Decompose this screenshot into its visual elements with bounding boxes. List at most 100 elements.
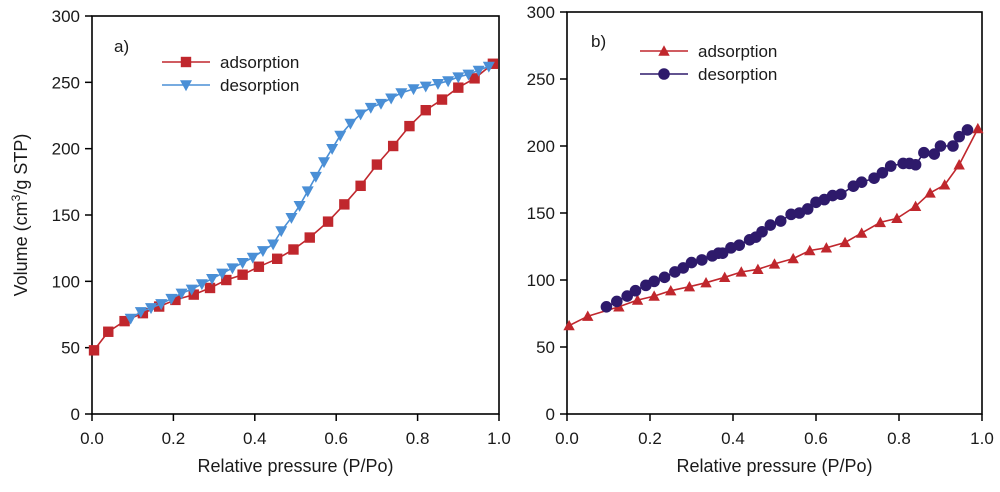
legend-item-adsorption: adsorption (162, 53, 299, 72)
data-point-desorption (462, 69, 475, 81)
legend-marker-triangle-down (180, 80, 192, 92)
data-point-desorption (385, 93, 398, 105)
y-tick-label: 100 (52, 272, 80, 291)
data-point-adsorption (683, 281, 696, 292)
data-point-adsorption (719, 271, 731, 283)
data-point-desorption (309, 171, 322, 183)
data-point-desorption (275, 226, 288, 238)
y-tick-label: 0 (71, 405, 80, 424)
data-point-adsorption (563, 319, 575, 331)
data-point-desorption (326, 143, 339, 155)
data-point-desorption (756, 225, 768, 238)
data-point-desorption (876, 167, 889, 179)
data-point-desorption (155, 299, 168, 311)
data-point-adsorption (153, 301, 165, 312)
legend-label: desorption (220, 76, 299, 95)
data-point-desorption (195, 279, 208, 291)
data-point-desorption (909, 158, 922, 171)
data-point-desorption (868, 172, 880, 184)
data-point-adsorption (469, 73, 480, 84)
panel-a: 0 50 100 150 200 250 300 0.0 0.2 0.4 0.6 0.8 1.0 a)… (9, 7, 511, 476)
data-point-adsorption (404, 120, 415, 132)
data-point-adsorption (938, 179, 951, 190)
data-point-adsorption (355, 180, 366, 192)
x-tick-label: 0.0 (80, 429, 104, 448)
data-point-adsorption (119, 315, 130, 327)
y-tick-label: 300 (527, 3, 555, 22)
x-tick-label: 0.6 (324, 429, 348, 448)
data-point-adsorption (103, 326, 114, 337)
x-tick-label: 0.4 (721, 429, 745, 448)
data-point-desorption (928, 148, 941, 160)
data-point-desorption (165, 293, 178, 305)
data-point-adsorption (874, 216, 887, 228)
data-point-adsorption (665, 285, 677, 296)
data-point-desorption (206, 273, 219, 285)
data-point-adsorption (909, 200, 922, 211)
panel-label-b: b) (591, 32, 606, 51)
y-tick-label: 150 (527, 204, 555, 223)
data-point-desorption (801, 203, 814, 215)
data-point-adsorption (953, 159, 965, 170)
legend-marker-square (180, 56, 192, 68)
data-point-adsorption (804, 244, 816, 256)
data-point-desorption (884, 160, 897, 172)
data-point-adsorption (582, 310, 594, 321)
data-point-desorption (145, 303, 158, 315)
data-point-adsorption (436, 94, 448, 105)
y-axis-title-a: Volume (cm3/g STP) (9, 134, 31, 297)
data-point-adsorption (188, 289, 199, 300)
legend-label: desorption (698, 65, 777, 84)
data-point-desorption (764, 219, 777, 231)
data-point-desorption (216, 268, 229, 280)
data-point-desorption (733, 239, 746, 251)
data-point-adsorption (371, 159, 383, 170)
data-point-desorption (175, 288, 188, 300)
legend-item-adsorption: adsorption (640, 42, 777, 61)
y-tick-label: 200 (527, 137, 555, 156)
series-group-b (563, 122, 984, 331)
data-point-adsorption (735, 266, 747, 277)
series-adsorption (563, 122, 984, 331)
data-point-desorption (134, 307, 147, 319)
data-point-desorption (236, 258, 249, 269)
data-point-desorption (246, 252, 259, 264)
data-point-desorption (774, 215, 787, 227)
series-desorption (600, 124, 974, 313)
data-point-adsorption (787, 252, 799, 264)
x-tick-label: 0.0 (555, 429, 579, 448)
y-axis-title-prefix: Volume (cm (11, 201, 31, 296)
data-point-desorption (600, 301, 613, 313)
data-point-adsorption (768, 258, 781, 269)
series-desorption (124, 61, 495, 325)
y-tick-label: 0 (546, 405, 555, 424)
data-point-desorption (855, 176, 868, 188)
data-point-adsorption (453, 82, 464, 93)
data-point-adsorption (924, 187, 936, 198)
y-tick-label: 250 (527, 70, 555, 89)
data-point-adsorption (339, 199, 350, 210)
data-point-desorption (472, 65, 485, 77)
data-point-desorption (621, 290, 633, 302)
y-axis-title-superscript: 3 (9, 194, 23, 201)
x-tick-label: 0.8 (406, 429, 430, 448)
data-point-desorption (961, 124, 974, 136)
data-point-adsorption (631, 294, 644, 305)
y-axis-title-suffix: /g STP) (11, 134, 31, 195)
legend-item-desorption: desorption (162, 76, 299, 95)
data-point-desorption (482, 61, 495, 73)
x-axis-title-a: Relative pressure (P/Po) (197, 456, 393, 476)
data-point-adsorption (820, 242, 833, 253)
data-point-adsorption (891, 212, 903, 224)
data-point-adsorption (221, 274, 232, 286)
data-point-desorption (934, 140, 947, 152)
data-point-adsorption (170, 294, 181, 306)
data-point-desorption (226, 263, 239, 275)
data-point-adsorption (648, 290, 660, 301)
data-point-desorption (419, 81, 432, 93)
data-point-desorption (918, 146, 930, 159)
y-tick-label: 250 (52, 73, 80, 92)
x-tick-label: 0.6 (804, 429, 828, 448)
data-point-desorption (364, 102, 377, 114)
legend-label: adsorption (698, 42, 777, 61)
